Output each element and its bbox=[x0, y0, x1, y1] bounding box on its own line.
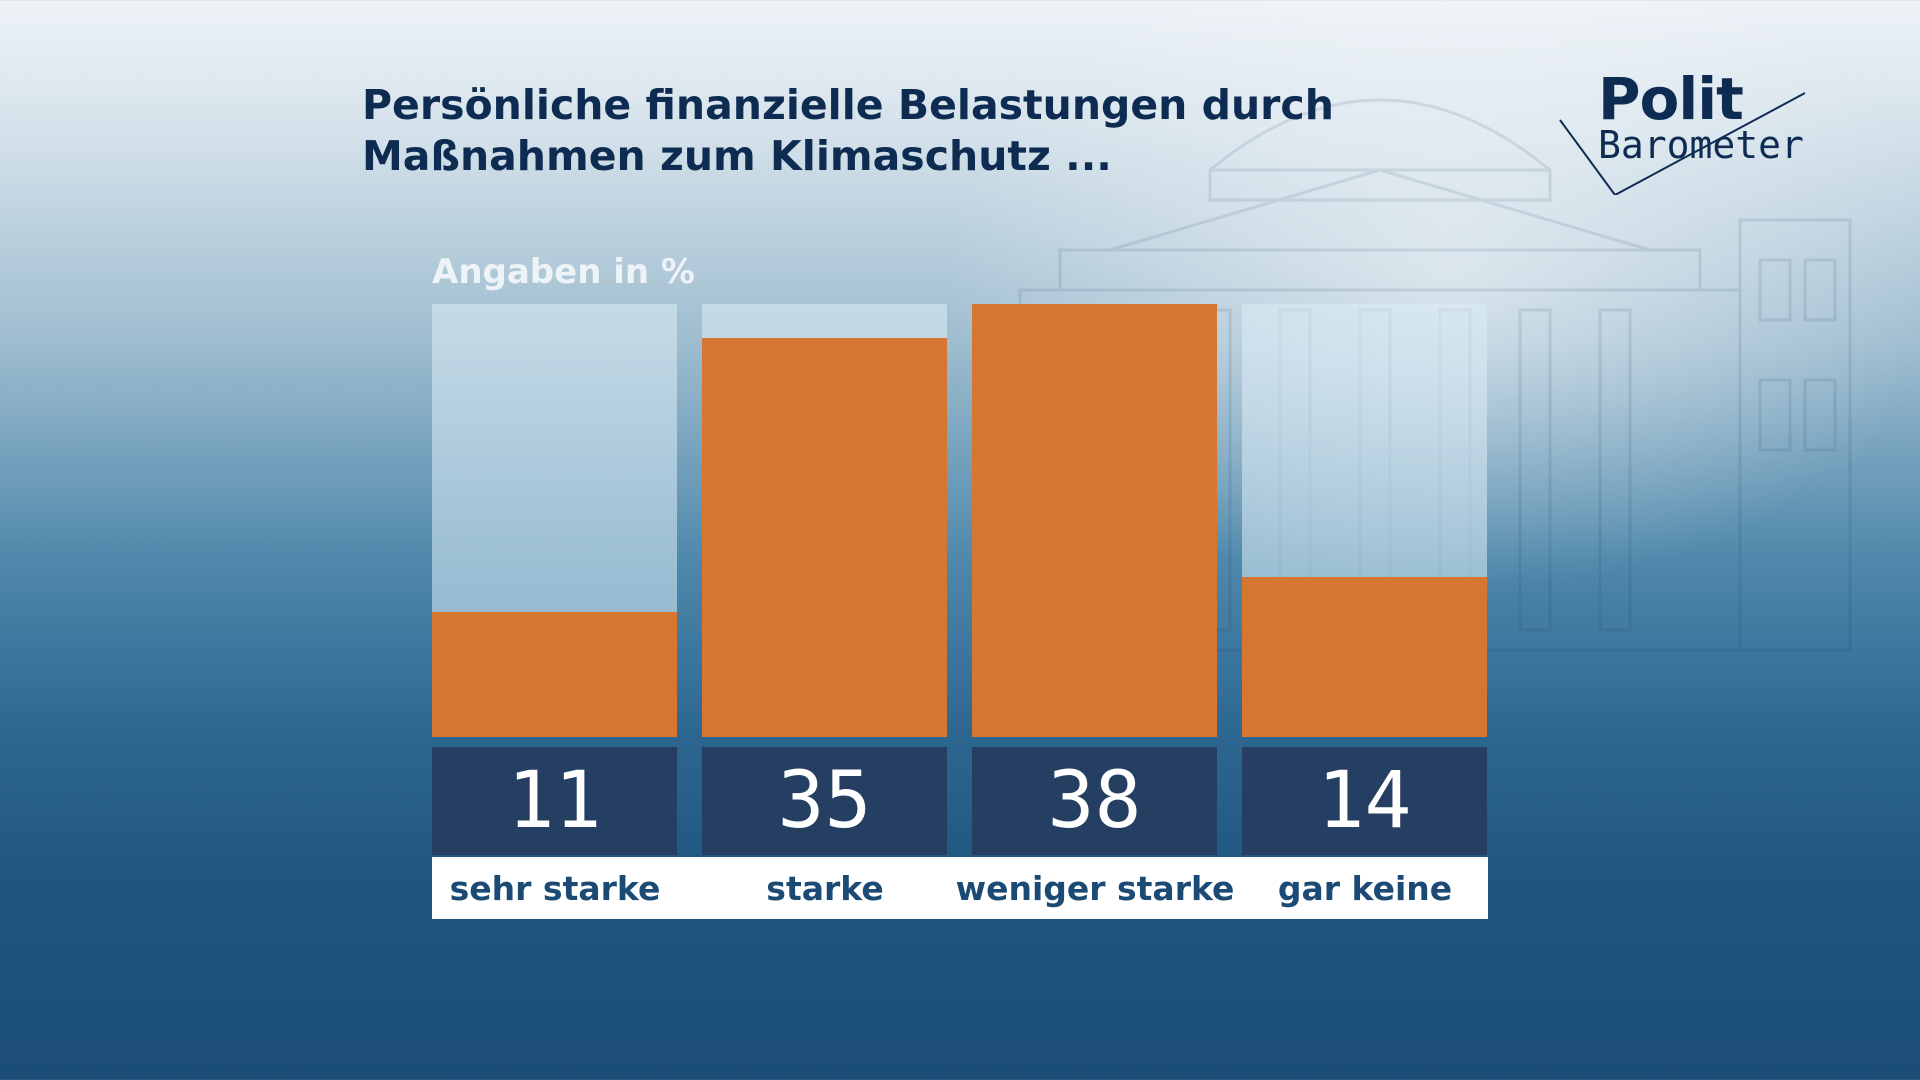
bar-1 bbox=[702, 338, 947, 737]
category-label-0: sehr starke bbox=[449, 868, 661, 908]
bar-3 bbox=[1242, 577, 1487, 737]
checkmark-icon bbox=[1559, 92, 1805, 195]
bar-chart: 11 sehr starke 35 starke 38 weniger starke 14 g… bbox=[432, 304, 1488, 919]
chart-title: Persönliche finanzielle Belastungen durc… bbox=[362, 80, 1412, 182]
chart-title-line-1: Persönliche finanzielle Belastungen durc… bbox=[362, 81, 1334, 129]
category-label-strip bbox=[432, 857, 1488, 919]
logo-barometer: Barometer bbox=[1598, 123, 1804, 167]
chart-title-line-2: Maßnahmen zum Klimaschutz ... bbox=[362, 132, 1112, 180]
category-label-3: gar keine bbox=[1277, 868, 1453, 908]
politbarometer-logo: Polit Barometer bbox=[1555, 65, 1805, 195]
logo-polit: Polit bbox=[1598, 65, 1744, 133]
value-label-0: 11 bbox=[432, 747, 677, 855]
bar-2 bbox=[972, 304, 1217, 737]
unit-label: Angaben in % bbox=[432, 252, 696, 292]
value-label-3: 14 bbox=[1242, 747, 1487, 855]
value-label-1: 35 bbox=[702, 747, 947, 855]
value-label-2: 38 bbox=[972, 747, 1217, 855]
category-label-1: starke bbox=[766, 868, 884, 908]
category-label-2: weniger starke bbox=[955, 868, 1235, 908]
bar-0 bbox=[432, 612, 677, 737]
